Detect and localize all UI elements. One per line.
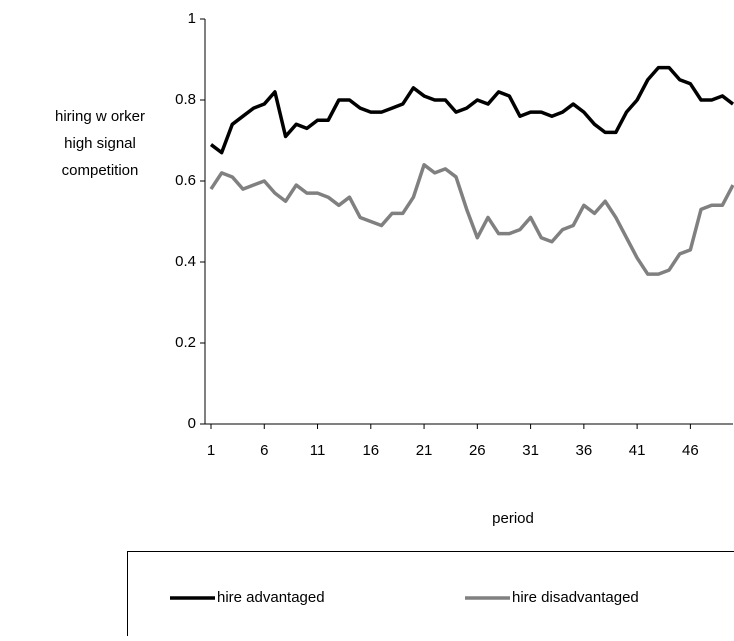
- x-tick-label: 41: [629, 442, 646, 459]
- x-tick-label: 21: [416, 442, 433, 459]
- series-line: [211, 68, 733, 153]
- x-tick-label: 16: [362, 442, 379, 459]
- y-tick-label: 0: [188, 415, 196, 432]
- y-tick-label: 0.2: [175, 334, 196, 351]
- x-tick-label: 11: [310, 442, 326, 459]
- y-axis-label: hiring w orker: [55, 108, 145, 125]
- y-tick-label: 0.4: [175, 253, 196, 270]
- series-line: [211, 165, 733, 274]
- x-tick-label: 31: [522, 442, 539, 459]
- legend-label: hire disadvantaged: [512, 589, 639, 606]
- y-axis-label: competition: [62, 162, 139, 179]
- y-tick-label: 0.8: [175, 91, 196, 108]
- x-axis-label: period: [492, 510, 534, 527]
- x-tick-label: 46: [682, 442, 699, 459]
- y-axis-label: high signal: [64, 135, 136, 152]
- y-tick-label: 0.6: [175, 172, 196, 189]
- x-tick-label: 6: [260, 442, 268, 459]
- legend-label: hire advantaged: [217, 589, 325, 606]
- x-tick-label: 36: [576, 442, 593, 459]
- y-tick-label: 1: [188, 10, 196, 27]
- x-tick-label: 1: [207, 442, 215, 459]
- x-tick-label: 26: [469, 442, 486, 459]
